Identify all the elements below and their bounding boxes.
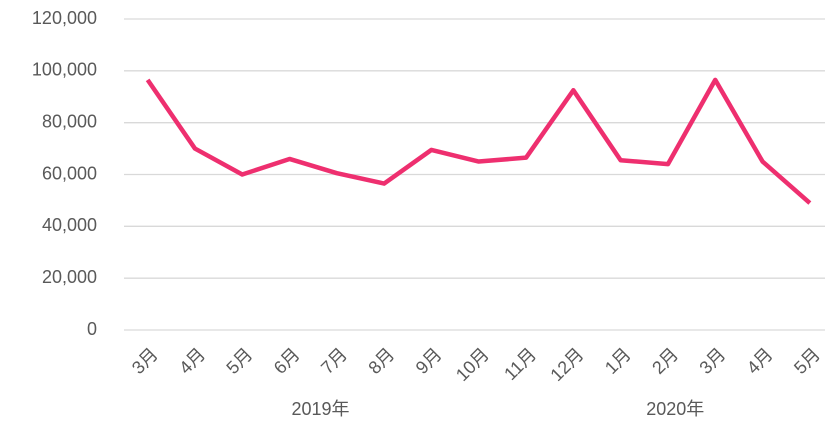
x-tick-label: 3月	[695, 344, 729, 378]
x-tick-label: 4月	[743, 344, 777, 378]
y-tick-label: 20,000	[42, 267, 97, 287]
x-tick-label: 2月	[648, 344, 682, 378]
x-tick-label: 1月	[601, 344, 635, 378]
x-tick-label: 6月	[270, 344, 304, 378]
x-tick-label: 7月	[317, 344, 351, 378]
y-tick-label: 100,000	[32, 60, 97, 80]
y-tick-label: 40,000	[42, 215, 97, 235]
y-tick-label: 80,000	[42, 111, 97, 131]
x-tick-label: 8月	[364, 344, 398, 378]
group-label: 2020年	[646, 399, 704, 419]
x-tick-label: 11月	[500, 344, 540, 384]
y-tick-label: 60,000	[42, 163, 97, 183]
y-tick-label: 120,000	[32, 8, 97, 28]
x-tick-label: 4月	[175, 344, 209, 378]
x-tick-label: 3月	[128, 344, 162, 378]
x-tick-label: 5月	[790, 344, 824, 378]
data-line	[145, 77, 812, 205]
x-tick-label: 9月	[412, 344, 446, 378]
group-label: 2019年	[291, 399, 349, 419]
x-tick-label: 12月	[547, 344, 588, 385]
y-tick-label: 0	[87, 319, 97, 339]
x-tick-label: 10月	[452, 344, 493, 385]
x-tick-label: 5月	[222, 344, 256, 378]
